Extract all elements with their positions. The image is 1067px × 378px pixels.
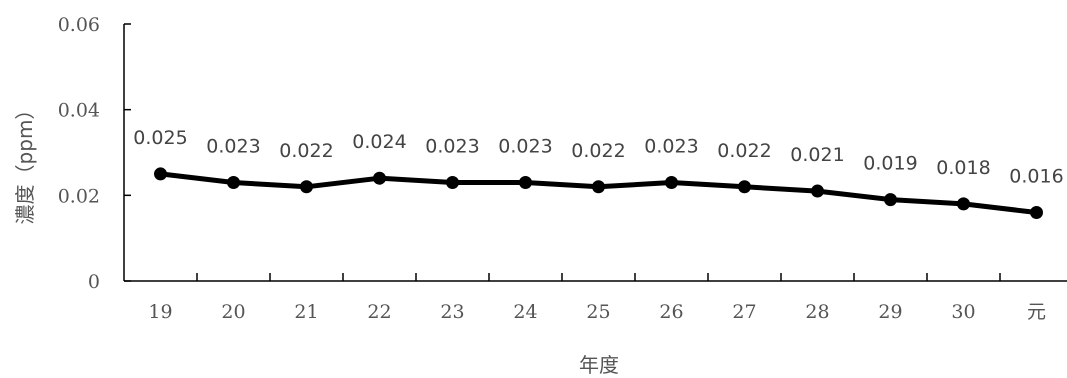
data-point (738, 180, 751, 194)
x-tick-label: 20 (221, 301, 245, 323)
data-label: 0.024 (352, 131, 406, 153)
data-label: 0.016 (1009, 165, 1063, 187)
x-axis-title: 年度 (579, 353, 619, 377)
y-ticks: 0 0.02 0.04 0.06 (58, 14, 131, 293)
x-tick-label: 23 (440, 301, 464, 323)
y-axis-title: 濃度（ppm） (13, 100, 37, 225)
data-point (519, 175, 532, 189)
x-tick-label: 25 (586, 301, 610, 323)
data-point (957, 197, 970, 211)
data-label: 0.021 (790, 144, 844, 166)
x-tick-label: 27 (732, 301, 756, 323)
x-tick-label: 19 (148, 301, 172, 323)
data-label: 0.019 (863, 153, 917, 175)
x-tick-label: 30 (951, 301, 975, 323)
data-point (592, 180, 605, 194)
x-tick-label: 元 (1027, 301, 1046, 323)
x-ticks: 19 20 21 22 23 24 25 26 27 28 29 30 元 (148, 273, 1046, 323)
data-label: 0.018 (936, 157, 990, 179)
data-point (665, 175, 678, 189)
data-label: 0.023 (425, 135, 479, 157)
data-point (154, 167, 167, 181)
x-tick-label: 26 (659, 301, 683, 323)
x-tick-label: 28 (805, 301, 829, 323)
data-labels: 0.025 0.023 0.022 0.024 0.023 0.023 0.022 0.023… (133, 127, 1063, 188)
data-point (446, 175, 459, 189)
data-point (300, 180, 313, 194)
data-label: 0.023 (644, 135, 698, 157)
x-tick-label: 22 (367, 301, 391, 323)
axes (123, 24, 1067, 282)
data-point (884, 193, 897, 207)
x-tick-label: 24 (513, 301, 537, 323)
data-point (227, 175, 240, 189)
y-tick-label: 0.04 (58, 100, 100, 122)
x-tick-label: 21 (294, 301, 318, 323)
y-tick-label: 0 (88, 271, 100, 293)
data-point (1030, 205, 1043, 219)
data-label: 0.022 (279, 140, 333, 162)
data-label: 0.023 (206, 135, 260, 157)
data-label: 0.023 (498, 135, 552, 157)
data-label: 0.022 (571, 140, 625, 162)
x-tick-label: 29 (878, 301, 902, 323)
data-label: 0.025 (133, 127, 187, 149)
series (154, 167, 1043, 219)
y-tick-label: 0.02 (58, 185, 100, 207)
data-point (373, 171, 386, 185)
data-point (811, 184, 824, 198)
data-label: 0.022 (717, 140, 771, 162)
y-tick-label: 0.06 (58, 14, 100, 36)
